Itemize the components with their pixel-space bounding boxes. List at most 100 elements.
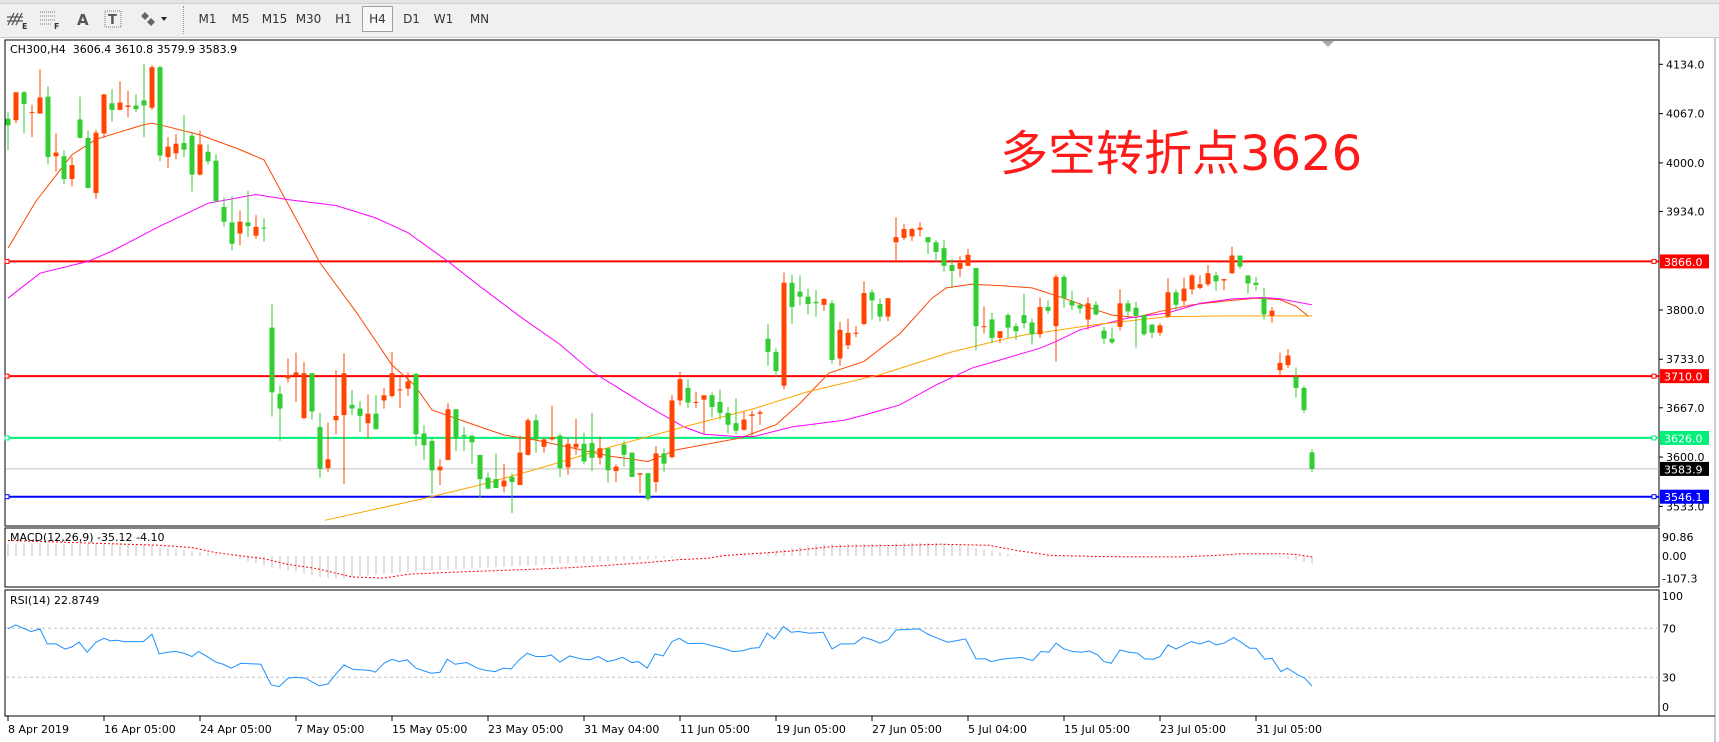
level-anchor-right[interactable] (1651, 494, 1657, 500)
candle (245, 190, 251, 238)
candle (933, 240, 939, 262)
candle (21, 90, 27, 134)
candle-body (877, 304, 883, 317)
candle (1309, 449, 1315, 472)
symbol-info: CH300,H4 3606.4 3610.8 3579.9 3583.9 (10, 43, 238, 56)
rsi-axis-label: 30 (1662, 671, 1676, 684)
candle (213, 154, 219, 203)
chart-annotation-text[interactable]: 多空转折点3626 (1000, 126, 1363, 182)
candle-body (1309, 452, 1315, 469)
macd-pane[interactable] (4, 527, 1660, 588)
candle-body (229, 222, 235, 244)
elliott-lines-icon[interactable]: E (4, 6, 32, 32)
candle (293, 352, 299, 402)
candle-body (965, 254, 971, 266)
chart-shift-marker-icon[interactable] (1322, 41, 1334, 47)
candle (117, 81, 123, 110)
rsi-pane[interactable] (4, 589, 1660, 717)
timeframe-m30[interactable]: M30 (295, 12, 322, 26)
candle (725, 407, 731, 434)
level-price-box (1660, 430, 1709, 445)
candle (229, 195, 235, 251)
arrows-dropdown-icon[interactable] (136, 6, 172, 32)
candle (989, 312, 995, 344)
candle (533, 414, 539, 453)
candle (589, 412, 595, 472)
macd-signal-line (7, 539, 1313, 579)
candle-body (301, 373, 307, 419)
candle (141, 63, 147, 138)
candle (829, 300, 835, 364)
candle (789, 274, 795, 324)
candle-body (557, 435, 563, 469)
candle-body (701, 395, 707, 400)
timeframe-m15[interactable]: M15 (261, 12, 288, 26)
candle (1237, 255, 1243, 269)
timeframe-m1[interactable]: M1 (198, 12, 217, 26)
candle-body (741, 419, 747, 430)
level-anchor-right[interactable] (1651, 258, 1657, 264)
level-anchor-right[interactable] (1651, 435, 1657, 441)
timeframe-h4[interactable]: H4 (362, 6, 393, 32)
candle-body (821, 298, 827, 305)
main-pane[interactable] (4, 39, 1660, 527)
candle (1125, 300, 1131, 316)
candle-body (677, 379, 683, 401)
text-icon[interactable]: A (69, 6, 97, 32)
candle (189, 131, 195, 192)
macd-axis-label: 90.86 (1662, 531, 1694, 544)
candle (1301, 385, 1307, 413)
candle-body (813, 301, 819, 304)
candle-body (861, 293, 867, 324)
candle (693, 391, 699, 408)
candle (1229, 246, 1235, 274)
candle-body (661, 453, 667, 464)
candle-body (61, 156, 67, 180)
candle (69, 156, 75, 187)
candle (13, 92, 19, 124)
level-anchor-left[interactable] (4, 494, 10, 500)
candle-body (1029, 322, 1035, 335)
candle (85, 130, 91, 189)
candle-body (1141, 315, 1147, 335)
level-anchor-left[interactable] (4, 435, 10, 441)
candle-body (77, 119, 83, 138)
candle (109, 89, 115, 122)
candle-body (237, 221, 243, 234)
timeframe-d1[interactable]: D1 (403, 12, 420, 26)
candle-body (989, 319, 995, 338)
candle (173, 134, 179, 160)
candle (917, 222, 923, 237)
timeframe-w1[interactable]: W1 (433, 12, 454, 26)
candle-body (189, 135, 195, 175)
level-anchor-left[interactable] (4, 258, 10, 264)
level-anchor-right[interactable] (1651, 373, 1657, 379)
candle (53, 133, 59, 172)
timeframe-mn[interactable]: MN (469, 12, 490, 26)
text-label-icon[interactable]: T (100, 6, 128, 32)
level-anchor-left[interactable] (4, 373, 10, 379)
svg-text:E: E (22, 22, 27, 30)
price-tick-label: 4000.0 (1666, 157, 1705, 170)
timeframe-m5[interactable]: M5 (231, 12, 250, 26)
candle (493, 453, 499, 488)
candle-body (29, 112, 35, 114)
candle-body (885, 298, 891, 317)
candle-body (421, 433, 427, 446)
timeframe-h1[interactable]: H1 (335, 12, 352, 26)
candle-body (845, 332, 851, 346)
candle-body (685, 387, 691, 403)
candle-body (509, 476, 515, 483)
candle-body (789, 282, 795, 308)
candle (1189, 273, 1195, 295)
candle-body (581, 443, 587, 462)
candle-body (565, 443, 571, 468)
candle (133, 94, 139, 113)
time-tick-label: 23 May 05:00 (488, 723, 563, 736)
candle (1277, 352, 1283, 377)
candle (1157, 323, 1163, 336)
candle-body (93, 132, 99, 194)
fibonacci-icon[interactable]: F (36, 6, 64, 32)
candle (797, 275, 803, 306)
